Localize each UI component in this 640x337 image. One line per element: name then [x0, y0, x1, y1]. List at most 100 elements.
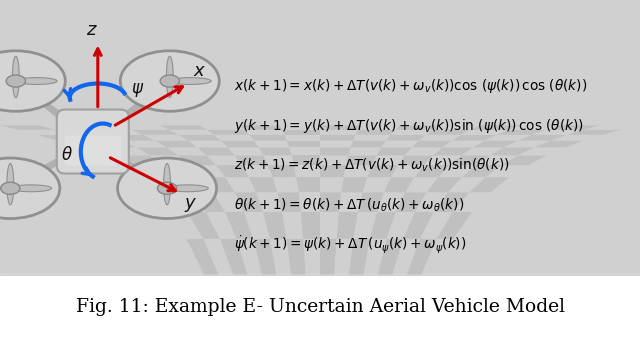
- Polygon shape: [448, 177, 486, 192]
- Polygon shape: [178, 177, 213, 192]
- Polygon shape: [396, 125, 440, 130]
- Text: $\psi$: $\psi$: [131, 81, 144, 98]
- Polygon shape: [225, 177, 256, 192]
- Ellipse shape: [157, 182, 177, 194]
- Polygon shape: [259, 147, 292, 155]
- Polygon shape: [120, 125, 170, 130]
- Ellipse shape: [164, 163, 170, 205]
- Polygon shape: [188, 141, 228, 147]
- Polygon shape: [237, 239, 262, 277]
- Polygon shape: [179, 155, 216, 165]
- Polygon shape: [131, 177, 171, 192]
- Polygon shape: [420, 212, 453, 239]
- Polygon shape: [122, 141, 166, 147]
- Polygon shape: [320, 135, 355, 141]
- Polygon shape: [320, 141, 353, 147]
- Polygon shape: [94, 130, 143, 135]
- Polygon shape: [187, 212, 220, 239]
- Polygon shape: [202, 177, 235, 192]
- Polygon shape: [262, 277, 284, 337]
- Polygon shape: [434, 192, 469, 212]
- Polygon shape: [392, 239, 420, 277]
- Polygon shape: [240, 125, 282, 130]
- Polygon shape: [213, 192, 244, 212]
- Polygon shape: [450, 155, 490, 165]
- Polygon shape: [234, 277, 260, 337]
- Polygon shape: [420, 239, 453, 277]
- Polygon shape: [341, 177, 367, 192]
- Polygon shape: [291, 277, 308, 337]
- Polygon shape: [436, 212, 472, 239]
- Ellipse shape: [6, 75, 26, 87]
- Polygon shape: [228, 147, 263, 155]
- Polygon shape: [381, 141, 419, 147]
- Text: Fig. 11: Example E- Uncertain Aerial Vehicle Model: Fig. 11: Example E- Uncertain Aerial Veh…: [76, 298, 564, 316]
- Polygon shape: [112, 165, 154, 177]
- Polygon shape: [294, 165, 320, 177]
- Polygon shape: [306, 277, 320, 337]
- Text: $x$: $x$: [193, 62, 206, 80]
- Polygon shape: [263, 155, 294, 165]
- Polygon shape: [424, 155, 461, 165]
- Polygon shape: [155, 141, 197, 147]
- Polygon shape: [282, 130, 320, 135]
- Polygon shape: [443, 141, 485, 147]
- Polygon shape: [285, 135, 320, 141]
- Polygon shape: [136, 147, 179, 155]
- Ellipse shape: [7, 163, 13, 205]
- Polygon shape: [289, 147, 320, 155]
- Polygon shape: [551, 135, 603, 141]
- Ellipse shape: [166, 56, 173, 97]
- Polygon shape: [339, 192, 363, 212]
- Polygon shape: [486, 165, 528, 177]
- Ellipse shape: [16, 78, 57, 85]
- Text: $\theta$: $\theta$: [61, 146, 73, 163]
- Polygon shape: [187, 239, 220, 277]
- Polygon shape: [476, 155, 518, 165]
- Polygon shape: [166, 147, 207, 155]
- Polygon shape: [149, 192, 187, 212]
- Polygon shape: [73, 135, 122, 141]
- Polygon shape: [277, 192, 301, 212]
- Polygon shape: [170, 130, 214, 135]
- Polygon shape: [353, 135, 390, 141]
- Polygon shape: [392, 277, 420, 337]
- Polygon shape: [404, 277, 435, 337]
- Polygon shape: [380, 277, 406, 337]
- Polygon shape: [391, 165, 424, 177]
- Polygon shape: [320, 125, 360, 130]
- Ellipse shape: [0, 51, 65, 111]
- Polygon shape: [377, 147, 412, 155]
- Polygon shape: [150, 155, 190, 165]
- Polygon shape: [474, 141, 518, 147]
- Polygon shape: [190, 165, 225, 177]
- Polygon shape: [168, 212, 204, 239]
- Polygon shape: [378, 239, 403, 277]
- Polygon shape: [358, 192, 384, 212]
- Polygon shape: [433, 125, 480, 130]
- Text: $x(k+1) = x(k) + \Delta T(v(k) + \omega_v(k))\cos\,(\psi(k))\,\cos\,(\theta(k))$: $x(k+1) = x(k) + \Delta T(v(k) + \omega_…: [234, 77, 587, 95]
- Polygon shape: [461, 147, 504, 155]
- Polygon shape: [56, 141, 106, 147]
- Polygon shape: [368, 277, 392, 337]
- Polygon shape: [253, 239, 277, 277]
- Ellipse shape: [12, 56, 19, 97]
- Polygon shape: [346, 155, 377, 165]
- Ellipse shape: [167, 185, 208, 192]
- Polygon shape: [254, 141, 289, 147]
- Polygon shape: [171, 192, 206, 212]
- Polygon shape: [287, 141, 320, 147]
- Polygon shape: [453, 192, 491, 212]
- Polygon shape: [248, 277, 272, 337]
- Polygon shape: [355, 130, 396, 135]
- Polygon shape: [390, 130, 433, 135]
- Polygon shape: [256, 192, 282, 212]
- Polygon shape: [80, 125, 132, 130]
- Polygon shape: [320, 277, 334, 337]
- Polygon shape: [320, 177, 344, 192]
- Polygon shape: [138, 165, 178, 177]
- Polygon shape: [398, 155, 433, 165]
- Ellipse shape: [1, 182, 20, 194]
- Polygon shape: [461, 130, 508, 135]
- Polygon shape: [320, 165, 346, 177]
